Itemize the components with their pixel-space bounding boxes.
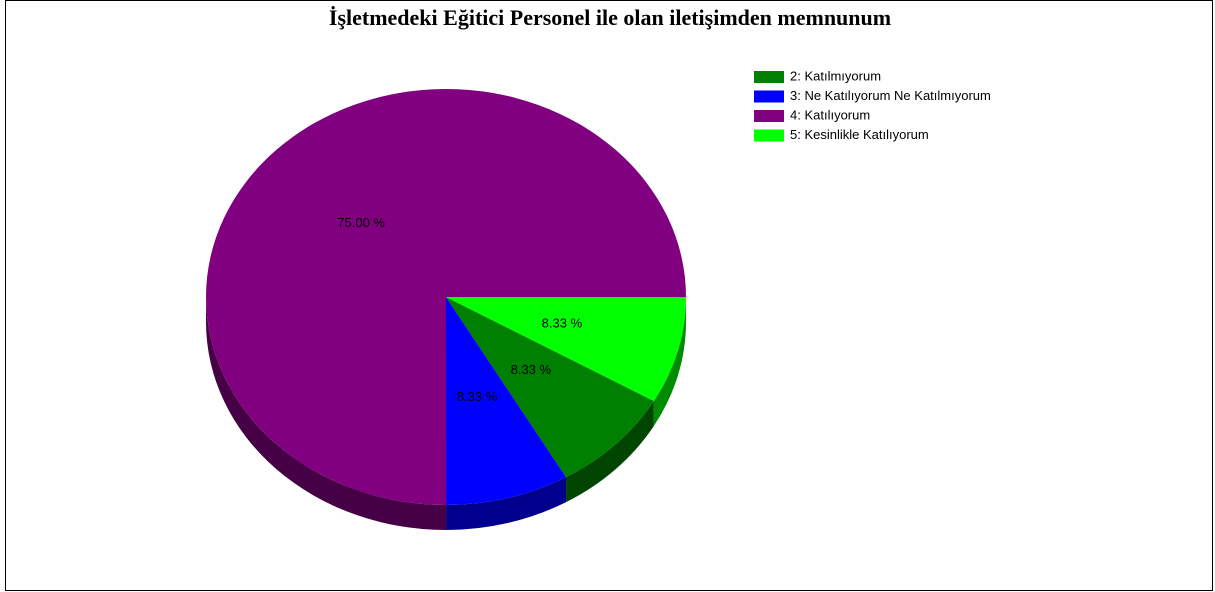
slice-side — [566, 401, 654, 503]
slice — [446, 297, 686, 401]
slice-side — [206, 297, 447, 530]
legend-swatch — [754, 110, 784, 122]
data-label: 75.00 % — [337, 215, 385, 230]
data-label: 8.33 % — [542, 315, 583, 330]
legend-swatch — [754, 71, 784, 83]
slice — [446, 297, 654, 478]
slice — [446, 297, 567, 505]
legend-swatch — [754, 129, 784, 142]
slice-side — [446, 477, 567, 530]
slice — [206, 89, 686, 505]
slice-side — [653, 297, 686, 426]
legend-label: 4: Katılıyorum — [790, 107, 870, 122]
legend-label: 3: Ne Katılıyorum Ne Katılmıyorum — [790, 88, 991, 103]
legend-swatch — [754, 90, 784, 103]
legend-label: 5: Kesinlikle Katılıyorum — [790, 127, 929, 142]
data-label: 8.33 % — [511, 362, 552, 377]
legend-label: 2: Katılmıyorum — [790, 68, 881, 83]
chart-title: İşletmedeki Eğitici Personel ile olan il… — [329, 5, 891, 30]
data-label: 8.33 % — [457, 389, 498, 404]
